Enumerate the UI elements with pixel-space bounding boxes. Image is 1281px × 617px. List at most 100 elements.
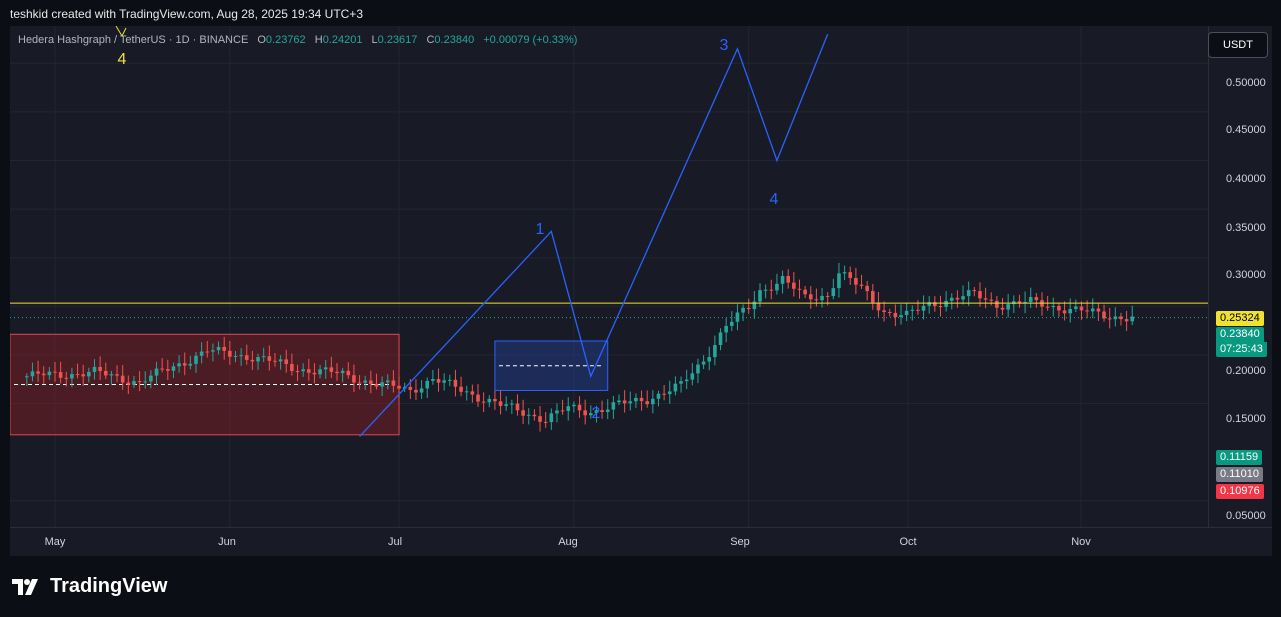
candle-body bbox=[397, 385, 401, 389]
candle-body bbox=[442, 380, 446, 383]
candle-body bbox=[628, 401, 633, 404]
candle-body bbox=[983, 298, 988, 300]
candle-body bbox=[814, 299, 819, 301]
y-tick: 0.30000 bbox=[1226, 269, 1266, 281]
candle-body bbox=[425, 380, 430, 389]
candle-body bbox=[995, 300, 999, 308]
close-value: 0.23840 bbox=[434, 34, 475, 46]
candle-body bbox=[605, 409, 610, 413]
candle-body bbox=[792, 282, 796, 289]
candle-body bbox=[250, 359, 255, 362]
candle-body bbox=[1062, 310, 1067, 314]
candle-body bbox=[763, 289, 768, 291]
candle-body bbox=[1107, 318, 1112, 320]
wave-label-4-old: 4 bbox=[117, 51, 127, 68]
candle-body bbox=[758, 290, 762, 302]
candle-body bbox=[622, 400, 627, 404]
symbol-name[interactable]: Hedera Hashgraph / TetherUS · 1D · BINAN… bbox=[18, 34, 249, 46]
candle-body bbox=[555, 410, 559, 414]
candle-body bbox=[1102, 311, 1106, 319]
candle-body bbox=[256, 357, 260, 362]
x-tick: Nov bbox=[1071, 536, 1091, 548]
y-tick: 0.05000 bbox=[1226, 510, 1266, 522]
candle-body bbox=[566, 406, 571, 411]
candle-body bbox=[707, 357, 712, 362]
candle-body bbox=[1006, 304, 1010, 310]
symbol-legend[interactable]: Hedera Hashgraph / TetherUS · 1D · BINAN… bbox=[18, 34, 577, 46]
candle-body bbox=[160, 368, 164, 370]
candle-body bbox=[543, 421, 548, 423]
candle-body bbox=[318, 369, 322, 375]
candle-body bbox=[115, 374, 119, 376]
candle-body bbox=[464, 391, 469, 393]
candle-body bbox=[837, 273, 841, 289]
candle-body bbox=[154, 368, 159, 376]
candle-body bbox=[211, 350, 215, 352]
candle-body bbox=[538, 416, 542, 422]
y-tick: 0.50000 bbox=[1226, 77, 1266, 89]
low-label: L bbox=[371, 34, 378, 46]
candle-body bbox=[177, 363, 181, 367]
candle-body bbox=[459, 386, 463, 392]
price-chart[interactable] bbox=[10, 26, 1208, 527]
candle-body bbox=[222, 346, 226, 351]
candle-body bbox=[239, 355, 243, 357]
candle-body bbox=[887, 312, 892, 314]
candle-body bbox=[899, 315, 903, 317]
price-axis[interactable] bbox=[1208, 26, 1273, 527]
chart-panel[interactable]: Hedera Hashgraph / TetherUS · 1D · BINAN… bbox=[10, 26, 1272, 556]
candle-body bbox=[572, 404, 576, 407]
candle-body bbox=[166, 369, 170, 371]
old-wave-tick bbox=[115, 26, 127, 38]
candle-body bbox=[30, 371, 35, 377]
candle-body bbox=[549, 413, 554, 423]
candle-body bbox=[820, 295, 824, 301]
candle-body bbox=[188, 363, 193, 366]
candle-body bbox=[233, 356, 238, 358]
candle-body bbox=[645, 401, 649, 405]
candle-body bbox=[312, 372, 317, 375]
candle-body bbox=[1079, 306, 1084, 311]
candle-body bbox=[718, 332, 723, 346]
plot-area[interactable]: Hedera Hashgraph / TetherUS · 1D · BINAN… bbox=[10, 26, 1208, 527]
tradingview-logo[interactable]: TradingView bbox=[12, 575, 167, 598]
candle-body bbox=[120, 375, 125, 383]
candle-body bbox=[205, 351, 210, 353]
candle-body bbox=[882, 310, 886, 313]
candle-body bbox=[1130, 316, 1135, 322]
candle-body bbox=[92, 366, 97, 372]
candle-body bbox=[724, 325, 728, 333]
candle-body bbox=[369, 380, 373, 384]
x-tick: Jun bbox=[218, 536, 236, 548]
candle-body bbox=[278, 359, 283, 362]
candle-body bbox=[617, 400, 621, 403]
candle-body bbox=[775, 283, 779, 291]
candle-body bbox=[391, 380, 396, 386]
currency-selector[interactable]: USDT bbox=[1208, 32, 1268, 58]
high-label: H bbox=[314, 34, 323, 46]
candle-body bbox=[876, 302, 881, 311]
time-axis[interactable] bbox=[10, 527, 1272, 557]
brand-name: TradingView bbox=[50, 575, 168, 597]
candle-body bbox=[171, 366, 176, 371]
candle-body bbox=[132, 381, 136, 385]
candle-body bbox=[1051, 305, 1056, 308]
candle-body bbox=[228, 350, 232, 357]
candle-body bbox=[199, 351, 204, 356]
candle-body bbox=[690, 373, 695, 380]
candle-body bbox=[1113, 316, 1118, 320]
candle-body bbox=[961, 296, 965, 300]
x-tick: Aug bbox=[558, 536, 578, 548]
candle-body bbox=[290, 363, 294, 372]
candle-body bbox=[871, 291, 875, 303]
candle-body bbox=[673, 383, 678, 392]
candle-body bbox=[515, 403, 520, 411]
candle-body bbox=[730, 321, 734, 326]
candle-body bbox=[244, 355, 249, 360]
candle-body bbox=[786, 275, 790, 283]
candle-body bbox=[831, 288, 836, 297]
candle-body bbox=[1028, 297, 1033, 302]
candle-body bbox=[493, 398, 497, 402]
candle-body bbox=[684, 379, 689, 382]
candle-body bbox=[921, 305, 926, 311]
